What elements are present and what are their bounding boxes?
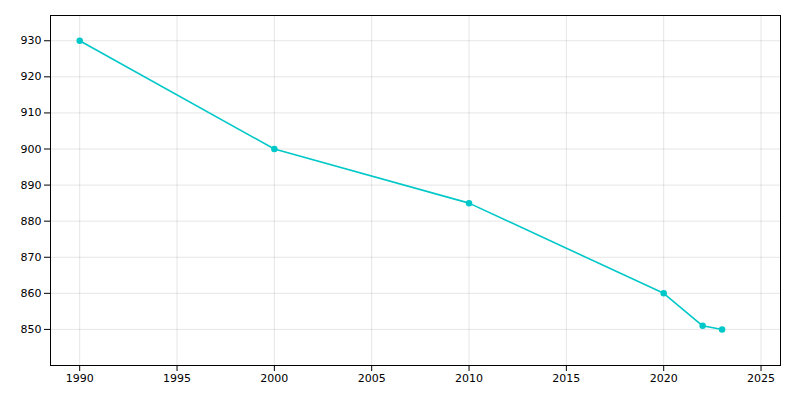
svg-text:2025: 2025 <box>747 372 775 385</box>
svg-text:2000: 2000 <box>260 372 288 385</box>
svg-text:930: 930 <box>21 34 42 47</box>
svg-text:850: 850 <box>21 323 42 336</box>
svg-text:2005: 2005 <box>358 372 386 385</box>
svg-text:910: 910 <box>21 106 42 119</box>
svg-text:860: 860 <box>21 287 42 300</box>
svg-text:2020: 2020 <box>650 372 678 385</box>
svg-text:920: 920 <box>21 70 42 83</box>
svg-text:2010: 2010 <box>455 372 483 385</box>
svg-text:870: 870 <box>21 251 42 264</box>
svg-text:890: 890 <box>21 179 42 192</box>
svg-text:880: 880 <box>21 215 42 228</box>
svg-text:1995: 1995 <box>163 372 191 385</box>
svg-text:2015: 2015 <box>552 372 580 385</box>
svg-text:900: 900 <box>21 143 42 156</box>
svg-text:1990: 1990 <box>66 372 94 385</box>
